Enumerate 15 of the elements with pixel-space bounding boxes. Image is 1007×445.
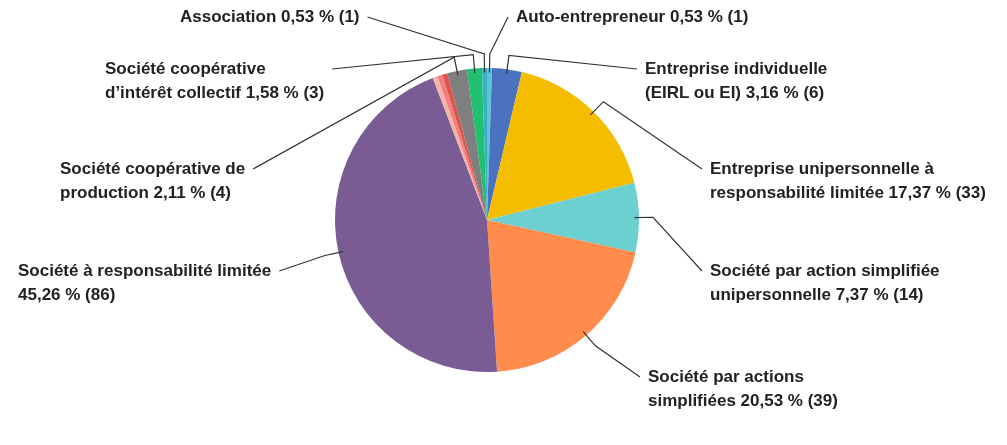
- slice-label: Société coopérative d’intérêt collectif 1,58 % (3): [105, 59, 325, 102]
- slice-label: Entreprise individuelle (EIRL ou EI) 3,16 % (6): [645, 59, 828, 102]
- slice-label: Société à responsabilité limitée: [18, 261, 272, 280]
- pie-slice: [487, 182, 639, 253]
- slice-label: Société coopérative de production 2,11 % (4): [60, 159, 246, 202]
- pie-slice: [335, 78, 498, 372]
- pie-slice: [487, 72, 635, 220]
- slice-label: Société par action simplifiée unipersonnelle 7,37 % (14): [710, 261, 940, 304]
- slice-label: Association 0,53 % (1): [180, 7, 360, 26]
- slice-label: Entreprise unipersonnelle à responsabilité limitée 17,37 % (33): [710, 159, 986, 202]
- pie-slice: [487, 68, 522, 220]
- slice-label: Société par actions simplifiées 20,53 % (39): [648, 367, 838, 410]
- slice-label: Auto-entrepreneur 0,53 % (1): [516, 7, 749, 26]
- data-label: 45,26 % (86): [18, 285, 116, 304]
- pie-slice: [487, 220, 636, 372]
